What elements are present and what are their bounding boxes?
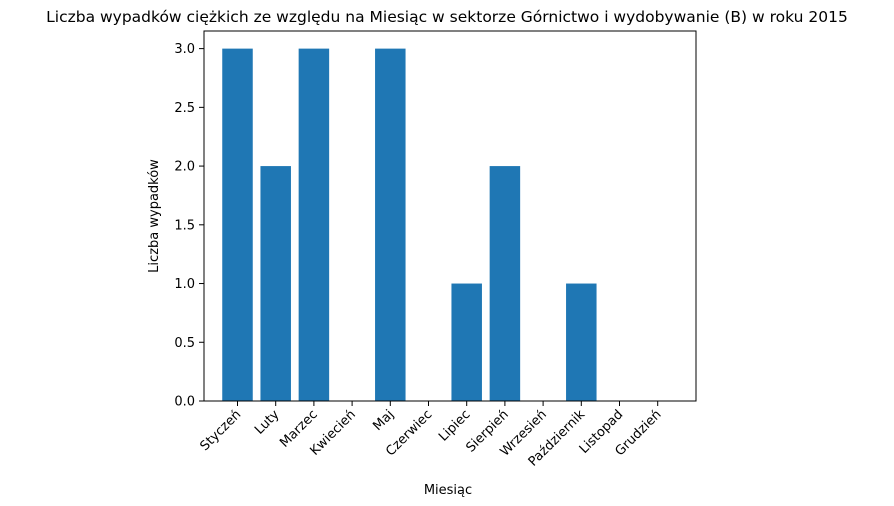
plot-area-frame [203,30,697,402]
y-tick-label: 0.0 [174,395,195,410]
chart-title: Liczba wypadków ciężkich ze względu na M… [46,8,848,26]
y-tick-label: 2.5 [174,101,195,116]
y-axis: 0.0 0.5 1.0 1.5 2.0 2.5 3.0 [174,42,204,410]
y-tick-label: 1.0 [174,277,195,292]
x-tick-label: Maj [370,407,397,434]
y-tick-label: 2.0 [174,160,195,175]
x-tick-label: Luty [252,407,283,438]
y-axis-label: Liczba wypadków [147,159,162,273]
bars-group [222,48,597,402]
bar-1 [222,48,253,402]
x-tick-label: Styczeń [197,407,244,454]
y-tick-label: 1.5 [174,218,195,233]
x-tick-label: Lipiec [436,407,473,444]
y-tick-label: 0.5 [174,336,195,351]
bar-5 [375,48,406,402]
bar-3 [298,48,330,402]
bar-7 [451,283,482,401]
x-axis-label: Miesiąc [424,483,472,498]
bar-10 [566,283,597,401]
bar-8 [489,166,521,401]
y-tick-label: 3.0 [174,42,195,57]
bar-2 [260,166,291,401]
